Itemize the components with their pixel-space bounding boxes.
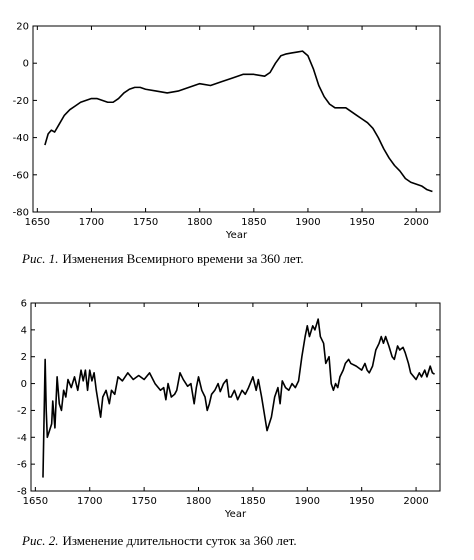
x-tick-label: 1950 (349, 217, 374, 228)
y-tick-label: -2 (17, 406, 27, 417)
x-tick-label: 1950 (349, 496, 374, 507)
x-tick-label: 1900 (295, 496, 320, 507)
caption-text: Изменение длительности суток за 360 лет. (62, 533, 296, 548)
y-tick-label: 2 (21, 352, 27, 363)
x-tick-label: 1850 (240, 496, 265, 507)
plot-frame (30, 302, 441, 492)
caption-label: Рис. 1. (21, 251, 58, 266)
x-tick-label: 1800 (186, 496, 211, 507)
y-tick-label: -60 (13, 170, 29, 181)
y-tick-label: -20 (13, 96, 29, 107)
y-tick-label: -80 (13, 208, 29, 219)
caption-label: Рис. 2. (21, 533, 58, 548)
y-tick-label: 20 (16, 22, 29, 33)
data-line (44, 50, 433, 193)
y-tick-label: -8 (17, 487, 27, 498)
x-tick-label: 1900 (295, 217, 320, 228)
caption-text: Изменения Всемирного времени за 360 лет. (62, 251, 303, 266)
x-tick-label: 1700 (77, 496, 102, 507)
y-tick-label: -4 (17, 433, 27, 444)
x-axis-label: Year (224, 509, 247, 520)
x-tick-label: 1650 (23, 496, 48, 507)
x-tick-label: 1700 (79, 217, 104, 228)
x-tick-label: 1800 (187, 217, 212, 228)
y-tick-label: 0 (23, 59, 29, 70)
y-tick-label: -6 (17, 460, 27, 471)
figure-caption: Рис. 1. Изменения Всемирного времени за 3… (21, 251, 304, 266)
figure-caption: Рис. 2. Изменение длительности суток за 3… (21, 533, 297, 548)
x-tick-label: 1750 (131, 496, 156, 507)
x-tick-label: 1850 (241, 217, 266, 228)
x-tick-label: 2000 (403, 217, 428, 228)
y-tick-label: 6 (21, 299, 27, 310)
x-tick-label: 1750 (133, 217, 158, 228)
data-line (42, 318, 435, 478)
x-axis-label: Year (225, 230, 248, 241)
x-tick-label: 2000 (403, 496, 428, 507)
x-tick-label: 1650 (25, 217, 50, 228)
y-tick-label: 0 (21, 379, 27, 390)
y-tick-label: -40 (13, 133, 29, 144)
y-tick-label: 4 (21, 325, 27, 336)
plot-frame (32, 25, 441, 213)
